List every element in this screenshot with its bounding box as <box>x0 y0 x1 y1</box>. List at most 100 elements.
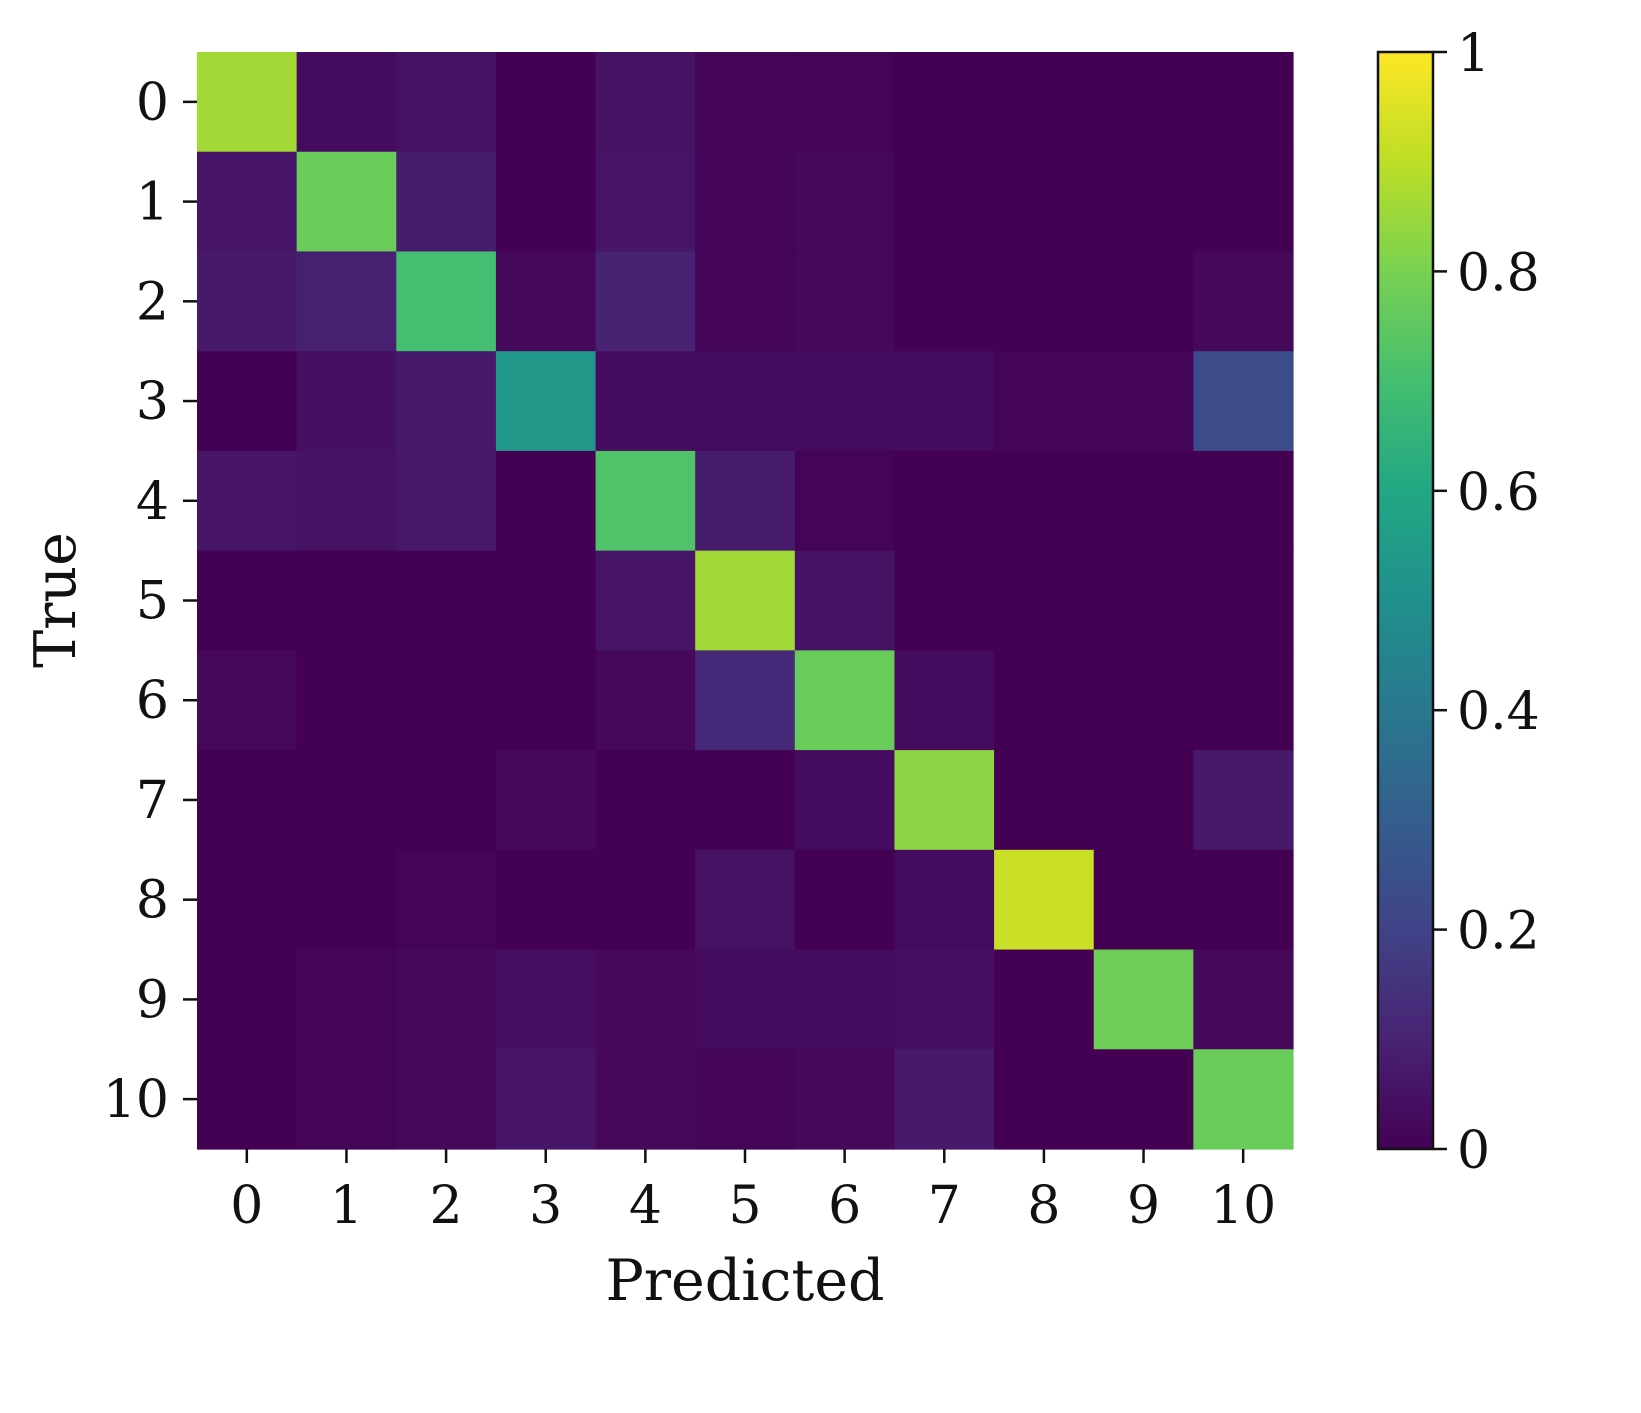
heatmap-cell <box>296 949 397 1050</box>
y-tick-label: 6 <box>136 671 169 731</box>
heatmap-cell <box>296 849 397 951</box>
x-tick-label: 7 <box>928 1176 961 1236</box>
heatmap-cell <box>894 949 995 1050</box>
heatmap-cell <box>296 550 397 651</box>
x-tick-label: 2 <box>430 1176 463 1236</box>
heatmap-cell <box>695 550 796 651</box>
heatmap-cell <box>1193 550 1294 651</box>
heatmap-cell <box>994 550 1095 651</box>
heatmap-cell <box>794 650 896 751</box>
heatmap-cell <box>1193 52 1294 153</box>
x-tick-label: 10 <box>1210 1176 1276 1236</box>
heatmap-cell <box>794 849 896 951</box>
y-tick-label: 10 <box>103 1070 169 1130</box>
colorbar-gradient <box>1378 52 1433 1149</box>
heatmap-cell <box>396 849 497 951</box>
heatmap-cell <box>695 1049 796 1150</box>
heatmap-cell <box>1093 52 1194 153</box>
heatmap-cell <box>1193 251 1294 352</box>
heatmap-cell <box>794 351 896 452</box>
heatmap-cell <box>495 849 597 951</box>
heatmap-cell <box>794 52 896 153</box>
x-tick-label: 9 <box>1127 1176 1160 1236</box>
heatmap-cell <box>794 151 896 253</box>
heatmap-cell <box>1093 550 1194 651</box>
heatmap-cell <box>595 650 696 751</box>
heatmap-cell <box>894 750 995 851</box>
heatmap-cells <box>197 52 1294 1150</box>
x-tick-label: 0 <box>230 1176 263 1236</box>
colorbar-tick-label: 0 <box>1457 1121 1490 1181</box>
heatmap-cell <box>296 251 397 352</box>
colorbar-frame <box>1376 50 1435 1151</box>
heatmap-cell <box>695 251 796 352</box>
heatmap-cell <box>994 949 1095 1050</box>
heatmap-cell <box>396 1049 497 1150</box>
heatmap-cell <box>396 450 497 552</box>
y-tick-label: 1 <box>136 173 169 233</box>
heatmap-cell <box>695 949 796 1050</box>
heatmap-cell <box>595 750 696 851</box>
heatmap-cell <box>794 450 896 552</box>
heatmap-cell <box>495 550 597 651</box>
heatmap-cell <box>396 351 497 452</box>
heatmap-cell <box>197 949 298 1050</box>
y-axis-ticks: 0 1 2 3 4 5 6 7 8 9 10 <box>103 73 197 1130</box>
heatmap-cell <box>495 251 597 352</box>
x-axis-label: Predicted <box>605 1248 884 1314</box>
heatmap-cell <box>1093 849 1194 951</box>
heatmap-cell <box>894 650 995 751</box>
heatmap-cell <box>197 351 298 452</box>
heatmap-cell <box>197 251 298 352</box>
heatmap-cell <box>894 1049 995 1150</box>
heatmap-cell <box>994 450 1095 552</box>
heatmap-cell <box>1193 1049 1294 1150</box>
heatmap-cell <box>994 151 1095 253</box>
heatmap-cell <box>894 151 995 253</box>
heatmap-cell <box>894 550 995 651</box>
heatmap-cell <box>695 151 796 253</box>
heatmap-cell <box>1193 750 1294 851</box>
heatmap-cell <box>495 151 597 253</box>
y-tick-label: 2 <box>136 272 169 332</box>
heatmap-cell <box>495 650 597 751</box>
heatmap-cell <box>1093 1049 1194 1150</box>
heatmap-cell <box>1093 750 1194 851</box>
heatmap-cell <box>197 52 298 153</box>
heatmap-cell <box>396 949 497 1050</box>
heatmap-cell <box>296 351 397 452</box>
heatmap-cell <box>396 650 497 751</box>
heatmap-cell <box>994 750 1095 851</box>
heatmap-cell <box>1193 849 1294 951</box>
heatmap-cell <box>396 251 497 352</box>
heatmap-cell <box>994 650 1095 751</box>
heatmap-cell <box>495 52 597 153</box>
y-axis-label: True <box>23 532 89 668</box>
heatmap-cell <box>794 1049 896 1150</box>
heatmap-cell <box>794 550 896 651</box>
heatmap-cell <box>197 650 298 751</box>
y-tick-label: 7 <box>136 771 169 831</box>
heatmap-cell <box>495 450 597 552</box>
heatmap-cell <box>994 849 1095 951</box>
colorbar-tick-label: 0.2 <box>1457 902 1540 962</box>
colorbar-tick-label: 0.4 <box>1457 682 1540 742</box>
heatmap-cell <box>396 750 497 851</box>
heatmap-cell <box>994 1049 1095 1150</box>
x-tick-label: 6 <box>828 1176 861 1236</box>
y-tick-label: 3 <box>136 372 169 432</box>
heatmap-cell <box>994 351 1095 452</box>
heatmap-cell <box>1093 251 1194 352</box>
heatmap-cell <box>595 351 696 452</box>
x-tick-label: 1 <box>330 1176 363 1236</box>
heatmap-cell <box>1093 650 1194 751</box>
heatmap-cell <box>197 849 298 951</box>
y-tick-label: 4 <box>136 472 169 532</box>
heatmap-cell <box>1193 351 1294 452</box>
x-tick-label: 3 <box>529 1176 562 1236</box>
heatmap-cell <box>894 450 995 552</box>
heatmap-cell <box>595 450 696 552</box>
heatmap-cell <box>994 52 1095 153</box>
